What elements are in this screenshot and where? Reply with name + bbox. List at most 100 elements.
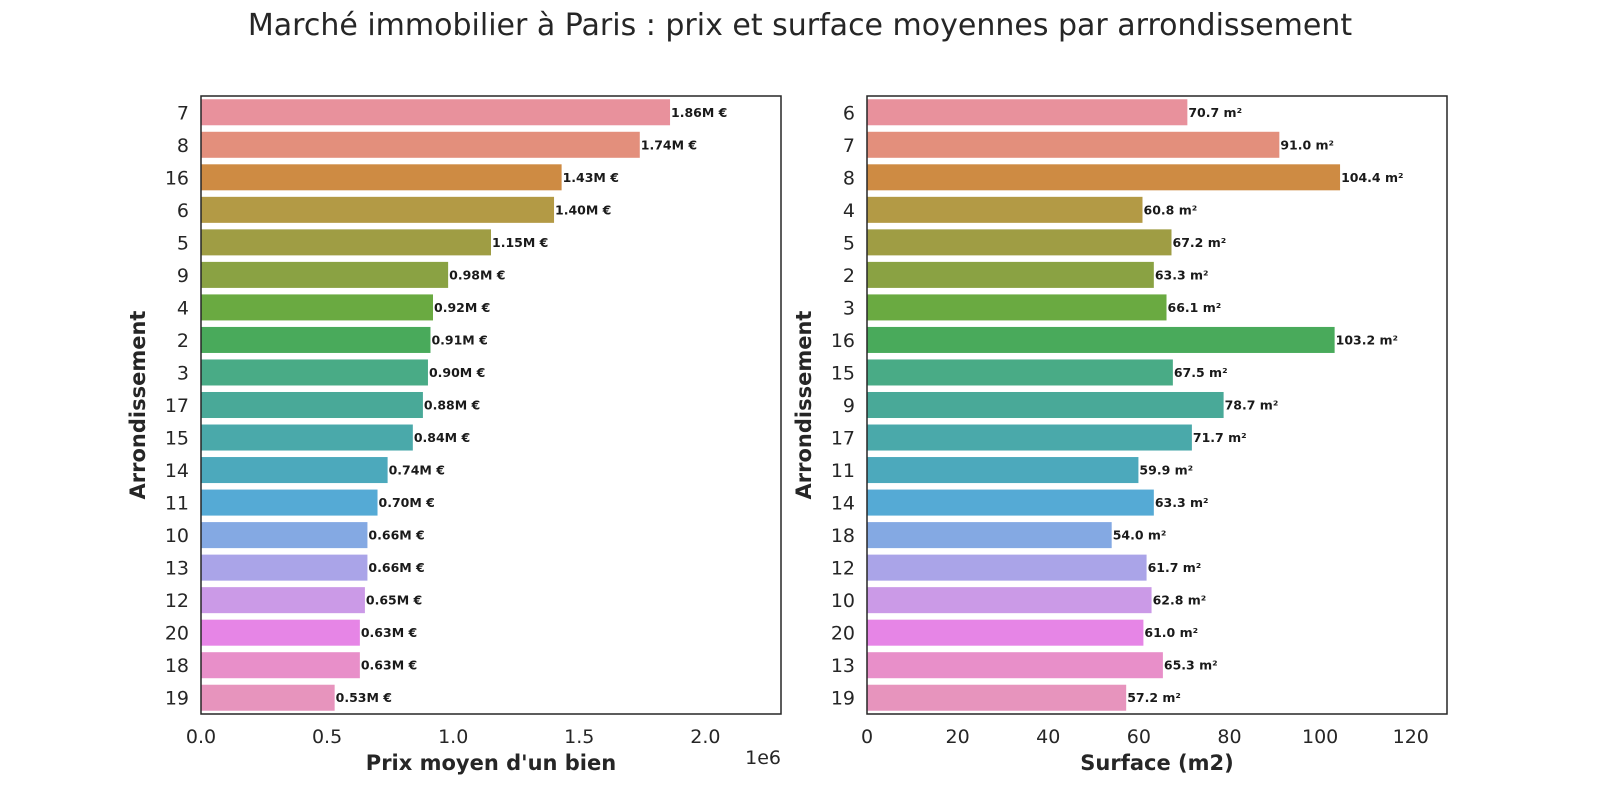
- y-tick-label: 7: [843, 135, 855, 157]
- x-tick-label: 0.5: [312, 726, 342, 748]
- bar-value-label: 57.2 m²: [1127, 690, 1181, 705]
- bar-value-label: 0.65M €: [366, 593, 422, 608]
- y-tick-label: 20: [831, 623, 855, 645]
- y-tick-label: 15: [165, 428, 189, 450]
- x-tick-label: 20: [946, 726, 970, 748]
- y-tick-label: 6: [843, 102, 855, 124]
- bar-18: [867, 522, 1112, 549]
- y-tick-label: 13: [165, 558, 189, 580]
- bar-8: [201, 131, 640, 158]
- bar-value-label: 63.3 m²: [1155, 495, 1209, 510]
- bar-value-label: 0.91M €: [431, 332, 487, 347]
- bar-5: [201, 229, 491, 256]
- y-tick-label: 6: [177, 200, 189, 222]
- y-tick-label: 5: [843, 232, 855, 254]
- x-tick-label: 60: [1127, 726, 1151, 748]
- x-axis-label: Surface (m2): [1080, 751, 1233, 775]
- bar-value-label: 0.70M €: [379, 495, 435, 510]
- bar-value-label: 1.40M €: [555, 202, 611, 217]
- y-tick-label: 17: [165, 395, 189, 417]
- bar-value-label: 0.66M €: [368, 528, 424, 543]
- bar-15: [867, 359, 1173, 386]
- bar-15: [201, 424, 413, 451]
- chart-panel-1: 1.86M € 7 1.74M € 8 1.43M € 16 1.40M € 6 1.15M €…: [126, 95, 782, 775]
- bar-14: [201, 457, 388, 484]
- bar-value-label: 65.3 m²: [1164, 658, 1218, 673]
- y-axis-label: Arrondissement: [126, 311, 150, 500]
- bar-9: [201, 261, 449, 288]
- y-tick-label: 7: [177, 102, 189, 124]
- y-tick-label: 15: [831, 362, 855, 384]
- bar-value-label: 1.15M €: [492, 235, 548, 250]
- figure-title: Marché immobilier à Paris : prix et surf…: [247, 8, 1353, 43]
- bar-4: [201, 294, 433, 321]
- y-tick-label: 5: [177, 232, 189, 254]
- axes-frame: [200, 95, 782, 715]
- bar-20: [867, 619, 1144, 646]
- bar-13: [201, 554, 368, 581]
- bar-value-label: 0.84M €: [414, 430, 470, 445]
- y-tick-label: 14: [831, 493, 855, 515]
- y-tick-label: 9: [843, 395, 855, 417]
- x-tick-label: 2.0: [690, 726, 720, 748]
- y-tick-label: 19: [165, 688, 189, 710]
- y-tick-label: 8: [177, 135, 189, 157]
- bar-3: [867, 294, 1167, 321]
- bar-19: [201, 684, 335, 711]
- y-tick-label: 10: [831, 590, 855, 612]
- bar-2: [867, 261, 1154, 288]
- bar-value-label: 0.63M €: [361, 658, 417, 673]
- bar-10: [867, 587, 1152, 614]
- bar-10: [201, 522, 368, 549]
- bar-value-label: 0.92M €: [434, 300, 490, 315]
- y-tick-label: 11: [165, 493, 189, 515]
- bar-value-label: 103.2 m²: [1336, 332, 1398, 347]
- bar-2: [201, 326, 431, 353]
- y-tick-label: 18: [831, 525, 855, 547]
- y-tick-label: 3: [843, 297, 855, 319]
- bar-value-label: 67.2 m²: [1173, 235, 1227, 250]
- bar-value-label: 61.7 m²: [1148, 560, 1202, 575]
- bar-8: [867, 164, 1341, 191]
- bar-value-label: 0.88M €: [424, 398, 480, 413]
- bar-value-label: 1.74M €: [641, 137, 697, 152]
- y-tick-label: 12: [165, 590, 189, 612]
- bar-14: [867, 489, 1154, 516]
- bar-20: [201, 619, 360, 646]
- bar-value-label: 71.7 m²: [1193, 430, 1247, 445]
- bar-6: [201, 196, 555, 223]
- bar-12: [867, 554, 1147, 581]
- bar-value-label: 0.66M €: [368, 560, 424, 575]
- x-tick-label: 120: [1393, 726, 1429, 748]
- bar-value-label: 59.9 m²: [1139, 463, 1193, 478]
- bar-value-label: 63.3 m²: [1155, 267, 1209, 282]
- bar-value-label: 54.0 m²: [1113, 528, 1167, 543]
- y-tick-label: 3: [177, 362, 189, 384]
- bar-9: [867, 391, 1224, 419]
- bar-value-label: 61.0 m²: [1144, 625, 1198, 640]
- bar-value-label: 0.98M €: [449, 267, 505, 282]
- y-tick-label: 4: [177, 297, 189, 319]
- bar-5: [867, 229, 1172, 256]
- x-tick-label: 80: [1217, 726, 1241, 748]
- bar-11: [201, 489, 378, 516]
- bar-7: [867, 131, 1280, 158]
- bar-4: [867, 196, 1143, 223]
- bar-value-label: 70.7 m²: [1188, 105, 1242, 120]
- bar-value-label: 1.86M €: [671, 105, 727, 120]
- bar-value-label: 66.1 m²: [1168, 300, 1222, 315]
- bar-17: [201, 391, 423, 419]
- y-tick-label: 20: [165, 623, 189, 645]
- x-tick-label: 1.0: [438, 726, 468, 748]
- bar-value-label: 67.5 m²: [1174, 365, 1228, 380]
- bar-11: [867, 457, 1139, 484]
- bar-value-label: 91.0 m²: [1280, 137, 1334, 152]
- y-tick-label: 19: [831, 688, 855, 710]
- bar-3: [201, 359, 428, 386]
- bar-6: [867, 99, 1188, 126]
- bar-17: [867, 424, 1192, 451]
- y-tick-label: 8: [843, 167, 855, 189]
- y-tick-label: 13: [831, 655, 855, 677]
- y-tick-label: 2: [843, 265, 855, 287]
- y-tick-label: 10: [165, 525, 189, 547]
